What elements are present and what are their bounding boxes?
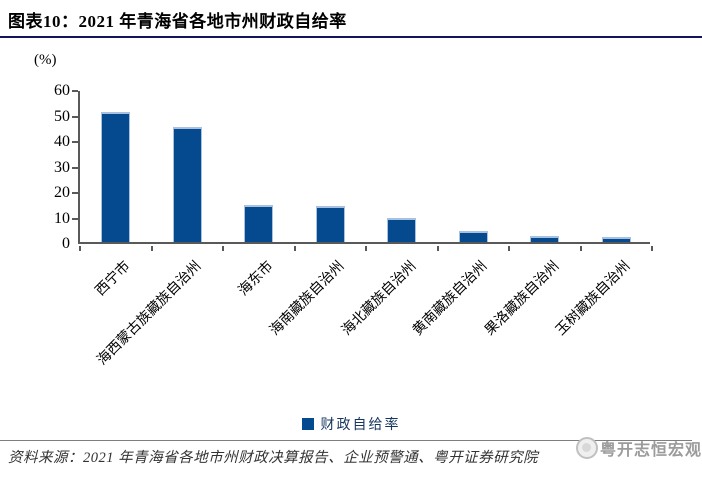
- bar-黄南藏族自治州: [458, 231, 488, 242]
- x-axis-category-label: 西宁市: [92, 258, 134, 300]
- y-axis-tick: [72, 192, 78, 194]
- x-axis-tick: [150, 246, 153, 251]
- source-note: 资料来源：2021 年青海省各地市州财政决算报告、企业预警通、粤开证券研究院: [8, 450, 539, 466]
- bar-海南藏族自治州: [315, 206, 345, 242]
- x-axis-labels: 西宁市 海西蒙古族藏族自治州 海东市 海南藏族自治州 海北藏族自治州 黄南藏族自治州 果洛藏…: [78, 252, 650, 412]
- x-axis-category-label: 玉树藏族自治州: [553, 258, 634, 339]
- y-axis-tick-label: 40: [54, 133, 70, 150]
- bar-海东市: [244, 205, 274, 242]
- x-axis-tick: [365, 246, 367, 251]
- y-axis-tick-label: 0: [62, 235, 70, 252]
- y-axis-tick-label: 50: [54, 107, 70, 125]
- legend-series-label: 财政自给率: [320, 418, 401, 433]
- bar-果洛藏族自治州: [530, 235, 560, 242]
- y-axis-tick-label: 10: [54, 209, 70, 227]
- y-axis-tick-label: 30: [54, 158, 70, 176]
- bar-西宁市: [101, 111, 131, 242]
- y-axis-tick: [72, 166, 78, 169]
- y-axis-tick: [72, 141, 78, 143]
- plot-area: 0 10 20 30 40 50 60: [54, 82, 653, 252]
- y-axis-unit-label: (%): [34, 52, 57, 68]
- x-axis-category-label: 海北藏族自治州: [339, 258, 420, 339]
- x-axis-tick: [293, 246, 296, 251]
- footer-divider: [0, 440, 692, 441]
- y-axis-tick-label: 60: [54, 82, 70, 99]
- x-axis-tick: [436, 246, 439, 251]
- x-axis-tick: [579, 246, 582, 251]
- y-axis-tick-label: 20: [54, 184, 70, 201]
- title-underline: [0, 36, 702, 38]
- x-axis-tick: [508, 246, 510, 251]
- y-axis-tick: [72, 217, 78, 220]
- legend-swatch-icon: [301, 418, 314, 430]
- x-axis-category-label: 黄南藏族自治州: [410, 258, 491, 339]
- y-axis-tick: [72, 115, 78, 118]
- brand-watermark: 粤开志恒宏观: [575, 436, 702, 460]
- chart-legend: 财政自给率: [0, 414, 702, 434]
- bar-海北藏族自治州: [387, 217, 417, 242]
- x-axis-tick: [79, 246, 81, 251]
- chart-title: 图表10：2021 年青海省各地市州财政自给率: [8, 12, 347, 31]
- brand-watermark-text: 粤开志恒宏观: [599, 442, 702, 459]
- x-axis-category-label: 海南藏族自治州: [267, 258, 348, 339]
- x-axis-tick: [651, 246, 653, 251]
- x-axis-category-label: 海东市: [235, 258, 277, 300]
- x-axis-tick: [222, 246, 224, 251]
- bar-玉树藏族自治州: [601, 236, 631, 242]
- y-axis-tick: [72, 90, 78, 92]
- brand-logo-icon: [575, 437, 598, 459]
- bar-海西蒙古族藏族自治州: [172, 127, 202, 242]
- x-axis-category-label: 果洛藏族自治州: [482, 258, 563, 339]
